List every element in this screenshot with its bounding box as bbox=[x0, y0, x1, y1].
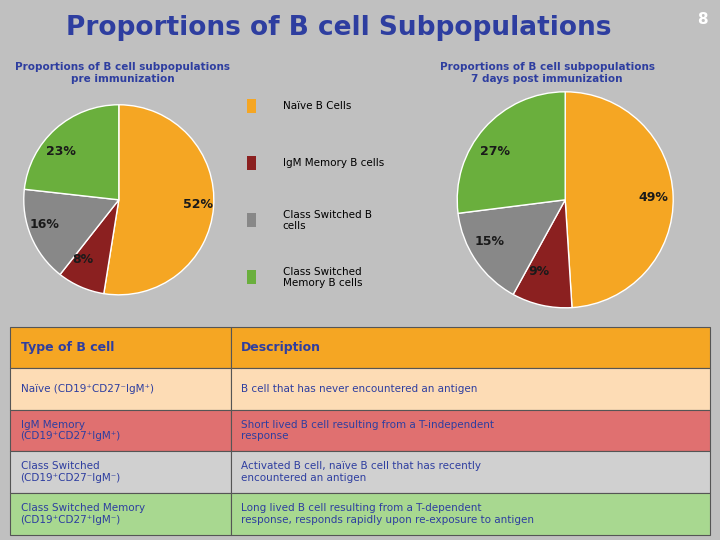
Text: Class Switched B
cells: Class Switched B cells bbox=[282, 210, 372, 231]
Text: Proportions of B cell subpopulations
7 days post immunization: Proportions of B cell subpopulations 7 d… bbox=[440, 62, 654, 84]
Bar bbox=[10, 410, 230, 451]
Text: 15%: 15% bbox=[474, 234, 505, 247]
Text: Long lived B cell resulting from a T-dependent
response, responds rapidly upon r: Long lived B cell resulting from a T-dep… bbox=[241, 503, 534, 525]
Text: Class Switched
Memory B cells: Class Switched Memory B cells bbox=[282, 267, 362, 288]
Text: 52%: 52% bbox=[183, 198, 213, 212]
Text: Class Switched
(CD19⁺CD27⁻IgM⁻): Class Switched (CD19⁺CD27⁻IgM⁻) bbox=[21, 461, 121, 483]
Text: Short lived B cell resulting from a T-independent
response: Short lived B cell resulting from a T-in… bbox=[241, 420, 494, 442]
Text: 23%: 23% bbox=[46, 145, 76, 158]
Wedge shape bbox=[513, 200, 572, 308]
Text: Proportions of B cell Subpopulations: Proportions of B cell Subpopulations bbox=[66, 15, 611, 42]
Text: IgM Memory
(CD19⁺CD27⁺IgM⁺): IgM Memory (CD19⁺CD27⁺IgM⁺) bbox=[21, 420, 121, 442]
Bar bbox=[230, 410, 710, 451]
Text: Naïve B Cells: Naïve B Cells bbox=[282, 102, 351, 111]
Text: 8%: 8% bbox=[72, 253, 93, 266]
Text: 27%: 27% bbox=[480, 145, 510, 158]
Bar bbox=[10, 327, 230, 368]
Wedge shape bbox=[24, 105, 119, 200]
Text: IgM Memory B cells: IgM Memory B cells bbox=[282, 158, 384, 168]
Wedge shape bbox=[60, 200, 119, 294]
Text: Proportions of B cell subpopulations
pre immunization: Proportions of B cell subpopulations pre… bbox=[15, 62, 230, 84]
Wedge shape bbox=[458, 200, 565, 294]
Bar bbox=[247, 270, 256, 285]
Text: Description: Description bbox=[241, 341, 321, 354]
Text: 16%: 16% bbox=[30, 218, 59, 231]
Wedge shape bbox=[24, 189, 119, 274]
Text: Activated B cell, naïve B cell that has recently
encountered an antigen: Activated B cell, naïve B cell that has … bbox=[241, 461, 481, 483]
Text: 9%: 9% bbox=[528, 265, 549, 278]
Text: Type of B cell: Type of B cell bbox=[21, 341, 114, 354]
Text: B cell that has never encountered an antigen: B cell that has never encountered an ant… bbox=[241, 384, 477, 394]
Bar bbox=[10, 368, 230, 410]
Bar bbox=[10, 451, 230, 493]
Bar bbox=[10, 493, 230, 535]
Text: Class Switched Memory
(CD19⁺CD27⁺IgM⁻): Class Switched Memory (CD19⁺CD27⁺IgM⁻) bbox=[21, 503, 145, 525]
Wedge shape bbox=[457, 92, 565, 213]
Bar bbox=[247, 156, 256, 171]
Bar bbox=[230, 368, 710, 410]
Wedge shape bbox=[104, 105, 214, 295]
Wedge shape bbox=[565, 92, 673, 308]
Bar bbox=[230, 493, 710, 535]
Bar bbox=[247, 213, 256, 227]
Text: Naïve (CD19⁺CD27⁻IgM⁺): Naïve (CD19⁺CD27⁻IgM⁺) bbox=[21, 384, 153, 394]
Text: 49%: 49% bbox=[639, 191, 668, 204]
Text: 8: 8 bbox=[697, 12, 707, 28]
Bar bbox=[230, 451, 710, 493]
Bar bbox=[247, 99, 256, 113]
Bar bbox=[230, 327, 710, 368]
